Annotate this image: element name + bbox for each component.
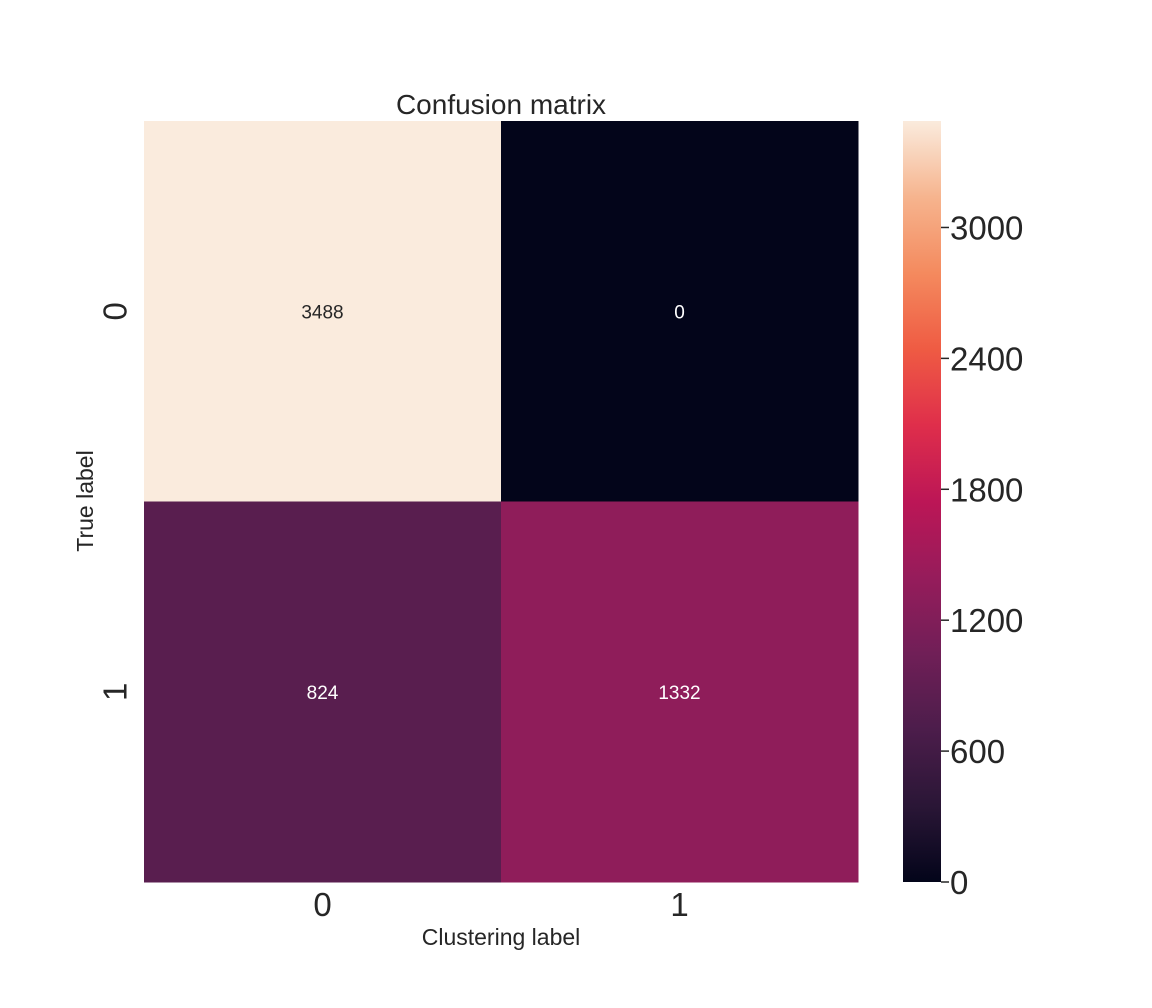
heatmap-cell: [501, 121, 859, 502]
colorbar: [903, 121, 941, 882]
y-tick-label: 0: [97, 302, 134, 320]
chart-title: Confusion matrix: [396, 89, 606, 120]
colorbar-tick-label: 3000: [950, 209, 1023, 246]
y-axis-label: True label: [72, 450, 98, 551]
x-axis-label: Clustering label: [422, 924, 581, 950]
heatmap-cell: [501, 501, 859, 883]
x-tick-label: 0: [313, 886, 331, 923]
heatmap-cells: [144, 121, 859, 883]
colorbar-tick-label: 0: [950, 864, 968, 901]
colorbar-tick-label: 600: [950, 733, 1005, 770]
colorbar-tick-label: 1800: [950, 471, 1023, 508]
cell-value-label: 824: [307, 683, 339, 704]
cell-value-label: 1332: [658, 683, 700, 704]
y-tick-label: 1: [97, 683, 134, 701]
cell-value-label: 3488: [301, 302, 343, 323]
cell-value-label: 0: [674, 302, 685, 323]
colorbar-tick-label: 2400: [950, 340, 1023, 377]
colorbar-ticks: 0 600 1200 1800 2400 3000: [941, 209, 1023, 901]
y-tick-labels: 01: [97, 302, 134, 701]
colorbar-tick-label: 1200: [950, 602, 1023, 639]
x-tick-label: 1: [670, 886, 688, 923]
heatmap-cell: [144, 501, 502, 883]
heatmap-cell: [144, 121, 502, 502]
heatmap-cell-labels: 3488 0 824 1332: [301, 302, 700, 704]
